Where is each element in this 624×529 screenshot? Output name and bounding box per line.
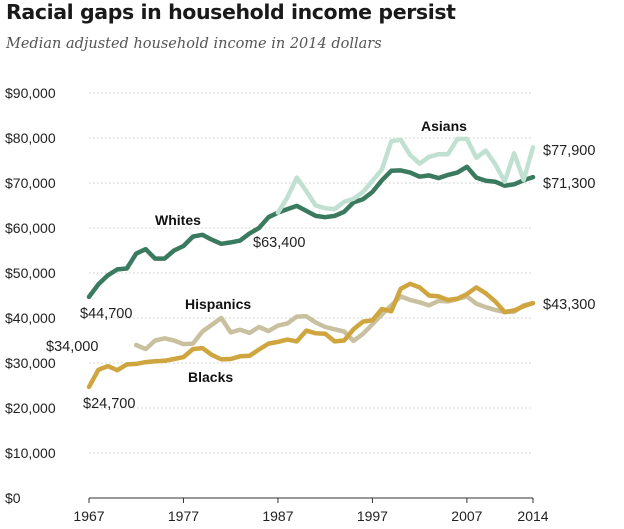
series-line-blacks bbox=[86, 281, 536, 390]
value-label-asians-2014: $77,900 bbox=[543, 143, 595, 159]
series-label-hispanics: Hispanics bbox=[185, 296, 251, 312]
x-axis: 1967 1977 1987 1997 2007 2014 bbox=[73, 497, 549, 524]
y-tick-label: $60,000 bbox=[5, 220, 56, 236]
x-tick-label: 2014 bbox=[517, 508, 548, 524]
annotations: Whites Asians Hispanics Blacks $44,700 $… bbox=[46, 118, 595, 412]
gridlines bbox=[89, 92, 533, 454]
y-tick-label: $10,000 bbox=[5, 445, 56, 461]
y-tick-label: $30,000 bbox=[5, 355, 56, 371]
series-lines bbox=[86, 136, 536, 390]
y-axis-tick-labels: $0 $10,000 $20,000 $30,000 $40,000 $50,000 $60… bbox=[5, 85, 56, 506]
x-tick-label: 2007 bbox=[451, 508, 482, 524]
value-label-blacks-1967: $24,700 bbox=[83, 396, 135, 412]
x-tick-label: 1997 bbox=[357, 508, 388, 524]
x-tick-label: 1987 bbox=[262, 508, 293, 524]
value-label-whites-1987: $63,400 bbox=[253, 235, 305, 251]
value-label-hispanics-1972: $34,000 bbox=[46, 339, 98, 355]
value-label-whites-2014: $71,300 bbox=[543, 176, 595, 192]
chart-title: Racial gaps in household income persist bbox=[6, 0, 456, 24]
y-tick-label: $70,000 bbox=[5, 175, 56, 191]
value-label-whites-1967: $44,700 bbox=[80, 306, 132, 322]
series-label-blacks: Blacks bbox=[188, 369, 233, 385]
x-tick-label: 1967 bbox=[73, 508, 104, 524]
y-tick-label: $50,000 bbox=[5, 265, 56, 281]
y-tick-label: $0 bbox=[5, 490, 21, 506]
y-tick-label: $20,000 bbox=[5, 400, 56, 416]
value-label-hispanics-2014: $43,300 bbox=[543, 297, 595, 313]
series-line-asians bbox=[275, 136, 536, 215]
series-line-whites bbox=[86, 164, 536, 300]
x-tick-label: 1977 bbox=[168, 508, 199, 524]
y-tick-label: $80,000 bbox=[5, 130, 56, 146]
series-label-whites: Whites bbox=[155, 212, 201, 228]
y-tick-label: $40,000 bbox=[5, 310, 56, 326]
y-tick-label: $90,000 bbox=[5, 85, 56, 101]
series-label-asians: Asians bbox=[421, 118, 467, 134]
chart-subtitle: Median adjusted household income in 2014… bbox=[6, 36, 382, 52]
